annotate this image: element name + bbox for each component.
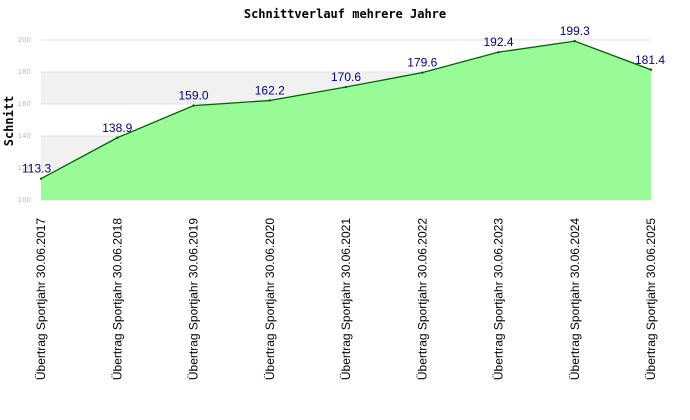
y-ticks: 100 120 140 160 180 200 <box>18 36 31 204</box>
data-point <box>268 99 271 102</box>
y-tick-label: 160 <box>18 100 31 108</box>
data-point <box>497 50 500 54</box>
data-point <box>39 177 43 180</box>
y-tick-label: 100 <box>18 196 31 204</box>
x-tick-label: Übertrag Sportjahr 30.06.2024 <box>568 218 582 380</box>
x-ticks: Übertrag Sportjahr 30.06.2017 Übertrag Sp… <box>34 218 658 380</box>
data-point <box>116 136 119 139</box>
data-label: 181.4 <box>635 53 665 67</box>
data-label: 162.2 <box>255 83 285 97</box>
data-label: 159.0 <box>178 89 208 103</box>
x-tick-label: Übertrag Sportjahr 30.06.2023 <box>492 218 506 380</box>
data-label: 138.9 <box>102 121 132 135</box>
y-tick-label: 120 <box>18 164 31 172</box>
data-point <box>344 85 348 89</box>
x-tick-label: Übertrag Sportjahr 30.06.2018 <box>110 218 124 380</box>
y-tick-label: 180 <box>18 68 31 76</box>
chart-title: Schnittverlauf mehrere Jahre <box>244 7 446 21</box>
x-tick-label: Übertrag Sportjahr 30.06.2022 <box>415 218 429 380</box>
data-labels: 113.3 138.9 159.0 162.2 170.6 179.6 192.4 199.3… <box>22 24 665 176</box>
y-tick-label: 140 <box>18 132 31 140</box>
x-tick-label: Übertrag Sportjahr 30.06.2025 <box>644 218 658 380</box>
x-tick-label: Übertrag Sportjahr 30.06.2019 <box>187 218 201 380</box>
x-tick-label: Übertrag Sportjahr 30.06.2017 <box>34 218 48 380</box>
series <box>39 39 653 201</box>
data-point <box>192 104 195 107</box>
area-fill <box>41 41 651 201</box>
data-label: 179.6 <box>407 56 437 70</box>
data-label: 199.3 <box>560 24 590 38</box>
y-axis-label: Schnitt <box>2 96 16 147</box>
y-tick-label: 200 <box>18 36 31 44</box>
data-point <box>573 39 576 43</box>
data-label: 170.6 <box>331 70 361 84</box>
data-point <box>421 71 424 74</box>
x-tick-label: Übertrag Sportjahr 30.06.2021 <box>339 218 353 380</box>
data-point <box>649 68 653 71</box>
data-label: 113.3 <box>22 162 51 176</box>
x-tick-label: Übertrag Sportjahr 30.06.2020 <box>263 218 277 380</box>
data-label: 192.4 <box>483 35 513 49</box>
